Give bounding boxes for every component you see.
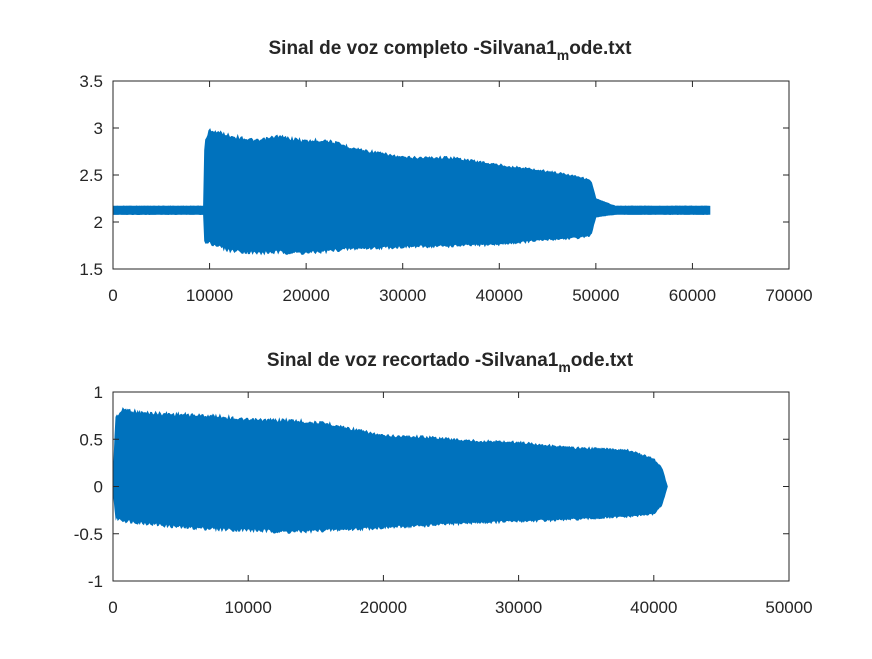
- x-tick-label: 20000: [360, 598, 407, 617]
- x-tick-label: 50000: [572, 286, 619, 305]
- y-tick-label: 0.5: [79, 430, 103, 449]
- x-tick-label: 20000: [283, 286, 330, 305]
- y-tick-label: 2: [94, 213, 103, 232]
- y-tick-label: 1: [94, 383, 103, 402]
- signal-waveform: [112, 407, 668, 534]
- plot-2-area: 0 10000 20000 30000 40000 50000 -1 -0.5 0 0.5 1: [74, 383, 813, 617]
- x-tick-label: 40000: [630, 598, 677, 617]
- y-tick-label: 3: [94, 119, 103, 138]
- x-tick-label: 50000: [765, 598, 812, 617]
- y-tick-label: 0: [94, 478, 103, 497]
- y-tick-label: 3.5: [79, 72, 103, 91]
- plot-1-title: Sinal de voz completo -Silvana1mode.txt: [269, 38, 633, 63]
- x-tick-label: 0: [108, 598, 117, 617]
- x-tick-label: 10000: [225, 598, 272, 617]
- x-tick-label: 10000: [186, 286, 233, 305]
- plot-1-area: 0 10000 20000 30000 40000 50000 60000 70000 1.5 2…: [79, 72, 812, 305]
- plot-2-title: Sinal de voz recortado -Silvana1mode.txt: [267, 350, 634, 375]
- y-tick-label: 1.5: [79, 260, 103, 279]
- y-tick-label: 2.5: [79, 166, 103, 185]
- x-tick-label: 0: [108, 286, 117, 305]
- x-tick-label: 30000: [495, 598, 542, 617]
- x-tick-label: 60000: [669, 286, 716, 305]
- y-tick-label: -1: [88, 572, 103, 591]
- x-tick-label: 70000: [765, 286, 812, 305]
- x-tick-label: 40000: [476, 286, 523, 305]
- signal-waveform: [112, 128, 711, 256]
- y-tick-label: -0.5: [74, 525, 103, 544]
- x-tick-label: 30000: [379, 286, 426, 305]
